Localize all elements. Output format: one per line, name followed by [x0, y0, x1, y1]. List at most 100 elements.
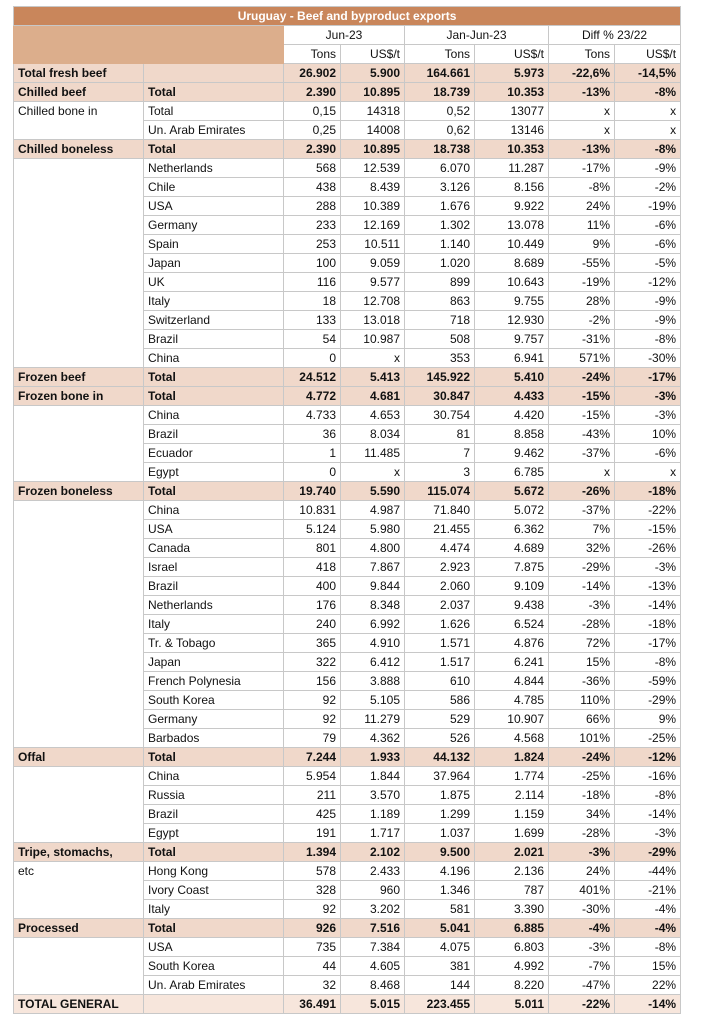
destination-cell: Netherlands	[143, 595, 284, 615]
destination-cell: Tr. & Tobago	[143, 633, 284, 653]
destination-cell: Spain	[143, 234, 284, 254]
table-row: UK 116 9.577 899 10.643 -19% -12%	[13, 272, 682, 292]
table-row: Frozen beef Total 24.512 5.413 145.922 5.410-…	[13, 367, 682, 387]
value-cell: 801	[283, 538, 341, 558]
destination-cell: Brazil	[143, 576, 284, 596]
table-row: USA 5.124 5.980 21.455 6.362 7% -15%	[13, 519, 682, 539]
value-cell: 6.412	[340, 652, 405, 672]
destination-cell	[143, 994, 284, 1014]
value-cell: -30%	[548, 899, 615, 919]
value-cell: 11.287	[474, 158, 549, 178]
value-cell: 6.803	[474, 937, 549, 957]
value-cell: -7%	[548, 956, 615, 976]
value-cell: 1.159	[474, 804, 549, 824]
value-cell: 4.800	[340, 538, 405, 558]
value-cell: 115.074	[404, 481, 475, 501]
value-cell: 3.126	[404, 177, 475, 197]
value-cell: 2.021	[474, 842, 549, 862]
table-row: Brazil 400 9.844 2.060 9.109 -14% -13%	[13, 576, 682, 596]
value-cell: -9%	[613, 310, 682, 330]
value-cell: 37.964	[404, 766, 475, 786]
value-cell: 6.885	[474, 918, 549, 938]
table-body: Uruguay - Beef and byproduct exports Jun…	[12, 6, 682, 1014]
category-cell	[13, 766, 144, 786]
value-cell: 8.220	[474, 975, 549, 995]
destination-cell: Total	[143, 386, 284, 406]
value-cell: 7.867	[340, 557, 405, 577]
category-cell	[13, 462, 144, 482]
value-cell: -8%	[548, 177, 615, 197]
value-cell: 101%	[548, 728, 615, 748]
value-cell: 4.772	[283, 386, 341, 406]
value-cell: 110%	[548, 690, 615, 710]
table-row: Japan 100 9.059 1.020 8.689 -55% -5%	[13, 253, 682, 273]
table-row: Tripe, stomachs, Total 1.394 2.102 9.500 2.02…	[13, 842, 682, 862]
value-cell: 1.037	[404, 823, 475, 843]
value-cell: 24%	[548, 861, 615, 881]
table-row: Russia 211 3.570 1.875 2.114 -18% -8%	[13, 785, 682, 805]
value-cell: -6%	[613, 234, 682, 254]
value-cell: 581	[404, 899, 475, 919]
value-cell: 100	[283, 253, 341, 273]
value-cell: 508	[404, 329, 475, 349]
value-cell: -3%	[548, 842, 615, 862]
value-cell: -21%	[613, 880, 682, 900]
destination-cell	[143, 63, 284, 83]
value-cell: 13.018	[340, 310, 405, 330]
value-cell: 4.992	[474, 956, 549, 976]
value-cell: 4.987	[340, 500, 405, 520]
value-cell: 1.299	[404, 804, 475, 824]
value-cell: 2.037	[404, 595, 475, 615]
value-cell: 526	[404, 728, 475, 748]
table-row: etc Hong Kong 578 2.433 4.196 2.136 24% -44%	[13, 861, 682, 881]
value-cell: 3.390	[474, 899, 549, 919]
value-cell: 7	[404, 443, 475, 463]
destination-cell: Egypt	[143, 462, 284, 482]
value-cell: -14%	[613, 804, 682, 824]
value-cell: 4.785	[474, 690, 549, 710]
value-cell: 15%	[548, 652, 615, 672]
category-cell	[13, 690, 144, 710]
value-cell: -14,5%	[613, 63, 682, 83]
category-cell: Tripe, stomachs,	[13, 842, 144, 862]
value-cell: -2%	[548, 310, 615, 330]
value-cell: 10.389	[340, 196, 405, 216]
table-row: Spain 253 10.511 1.140 10.449 9% -6%	[13, 234, 682, 254]
period-header: Diff % 23/22	[547, 25, 682, 45]
value-cell: -55%	[548, 253, 615, 273]
category-cell	[13, 215, 144, 235]
table-row: Frozen boneless Total 19.740 5.590 115.074 5.…	[13, 481, 682, 501]
table-row: Offal Total 7.244 1.933 44.132 1.824 -24% -12%	[13, 747, 682, 767]
value-cell: 72%	[548, 633, 615, 653]
unit-header: Tons	[548, 44, 615, 64]
value-cell: 5.900	[340, 63, 405, 83]
value-cell: 30.847	[404, 386, 475, 406]
value-cell: 9.059	[340, 253, 405, 273]
category-cell: TOTAL GENERAL	[13, 994, 144, 1014]
destination-cell: Total	[143, 481, 284, 501]
value-cell: 11.485	[340, 443, 405, 463]
value-cell: 22%	[613, 975, 682, 995]
table-row: Switzerland 133 13.018 718 12.930 -2% -9%	[13, 310, 682, 330]
value-cell: 4.844	[474, 671, 549, 691]
value-cell: 960	[340, 880, 405, 900]
table-row: Frozen bone in Total 4.772 4.681 30.847 4.433…	[13, 386, 682, 406]
value-cell: 1.626	[404, 614, 475, 634]
value-cell: -28%	[548, 823, 615, 843]
value-cell: -19%	[613, 196, 682, 216]
value-cell: 1.844	[340, 766, 405, 786]
category-cell	[13, 158, 144, 178]
value-cell: 92	[283, 709, 341, 729]
unit-header: US$/t	[613, 44, 682, 64]
value-cell: 4.196	[404, 861, 475, 881]
value-cell: 18	[283, 291, 341, 311]
category-cell	[13, 120, 144, 140]
value-cell: 0	[283, 348, 341, 368]
value-cell: 81	[404, 424, 475, 444]
value-cell: -3%	[613, 386, 682, 406]
category-cell	[13, 310, 144, 330]
value-cell: -18%	[613, 481, 682, 501]
value-cell: 13.078	[474, 215, 549, 235]
value-cell: 425	[283, 804, 341, 824]
value-cell: 0	[283, 462, 341, 482]
